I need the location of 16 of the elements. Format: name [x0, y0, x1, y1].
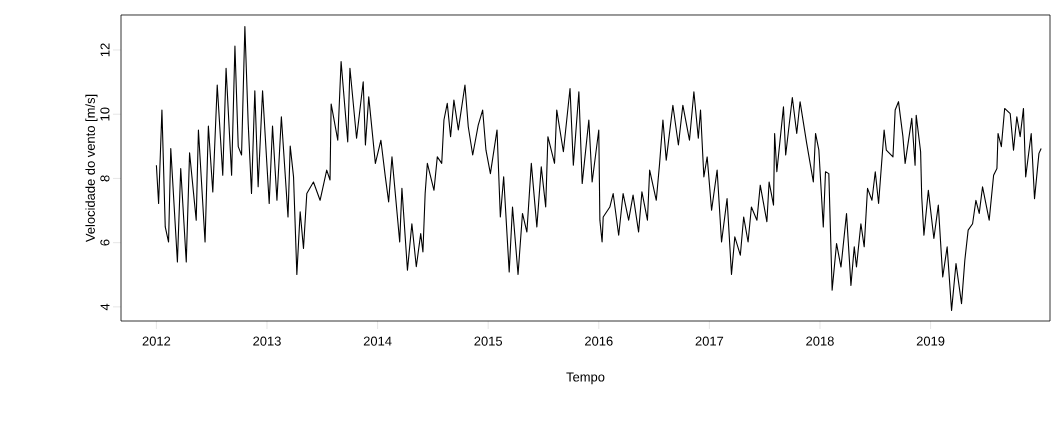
y-tick-label: 8 — [100, 175, 110, 182]
y-axis-title: Velocidade do vento [m/s] — [85, 94, 98, 243]
y-tick-label: 12 — [100, 43, 110, 57]
y-tick-label: 4 — [100, 303, 110, 311]
x-axis-title: Tempo — [566, 372, 605, 385]
y-tick-label: 6 — [100, 239, 110, 246]
x-tick-label: 2017 — [695, 336, 724, 346]
x-tick-label: 2018 — [806, 336, 834, 346]
x-tick-label: 2013 — [253, 336, 281, 346]
x-tick-label: 2012 — [142, 336, 171, 346]
x-tick-label: 2016 — [585, 336, 613, 346]
x-tick-label: 2014 — [363, 336, 392, 346]
x-tick-label: 2019 — [916, 336, 945, 346]
y-tick-label: 10 — [100, 107, 110, 121]
line-series — [155, 26, 1042, 311]
x-tick-label: 2015 — [474, 336, 503, 346]
